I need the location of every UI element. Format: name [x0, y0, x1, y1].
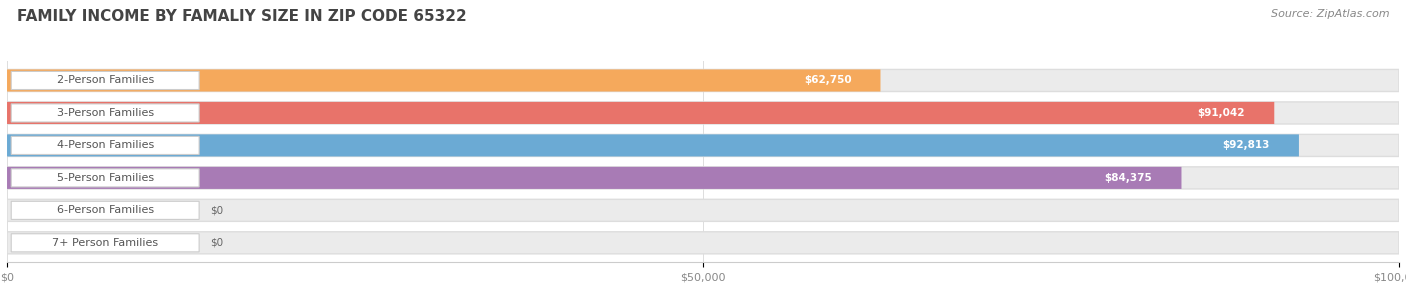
Text: $92,813: $92,813: [1222, 140, 1270, 150]
FancyBboxPatch shape: [11, 71, 200, 90]
Text: $0: $0: [211, 205, 224, 215]
FancyBboxPatch shape: [11, 136, 200, 154]
FancyBboxPatch shape: [7, 232, 1399, 254]
Text: 4-Person Families: 4-Person Families: [56, 140, 153, 150]
FancyBboxPatch shape: [7, 167, 1399, 189]
Text: $91,042: $91,042: [1198, 108, 1246, 118]
FancyBboxPatch shape: [7, 102, 1399, 124]
FancyBboxPatch shape: [7, 135, 1399, 156]
Text: $84,375: $84,375: [1105, 173, 1153, 183]
Text: 3-Person Families: 3-Person Families: [56, 108, 153, 118]
FancyBboxPatch shape: [7, 135, 1299, 156]
Text: 5-Person Families: 5-Person Families: [56, 173, 153, 183]
FancyBboxPatch shape: [7, 70, 880, 92]
FancyBboxPatch shape: [778, 73, 877, 88]
FancyBboxPatch shape: [7, 167, 1181, 189]
FancyBboxPatch shape: [11, 104, 200, 122]
Text: 7+ Person Families: 7+ Person Families: [52, 238, 159, 248]
FancyBboxPatch shape: [11, 234, 200, 252]
Text: 6-Person Families: 6-Person Families: [56, 205, 153, 215]
FancyBboxPatch shape: [1197, 138, 1296, 153]
FancyBboxPatch shape: [7, 102, 1274, 124]
Text: 2-Person Families: 2-Person Families: [56, 75, 153, 85]
FancyBboxPatch shape: [11, 201, 200, 219]
FancyBboxPatch shape: [11, 169, 200, 187]
FancyBboxPatch shape: [7, 70, 1399, 92]
Text: FAMILY INCOME BY FAMALIY SIZE IN ZIP CODE 65322: FAMILY INCOME BY FAMALIY SIZE IN ZIP COD…: [17, 9, 467, 24]
Text: $62,750: $62,750: [804, 75, 852, 85]
Text: $0: $0: [211, 238, 224, 248]
FancyBboxPatch shape: [1171, 105, 1271, 121]
Text: Source: ZipAtlas.com: Source: ZipAtlas.com: [1271, 9, 1389, 19]
FancyBboxPatch shape: [1078, 170, 1178, 186]
FancyBboxPatch shape: [7, 199, 1399, 221]
